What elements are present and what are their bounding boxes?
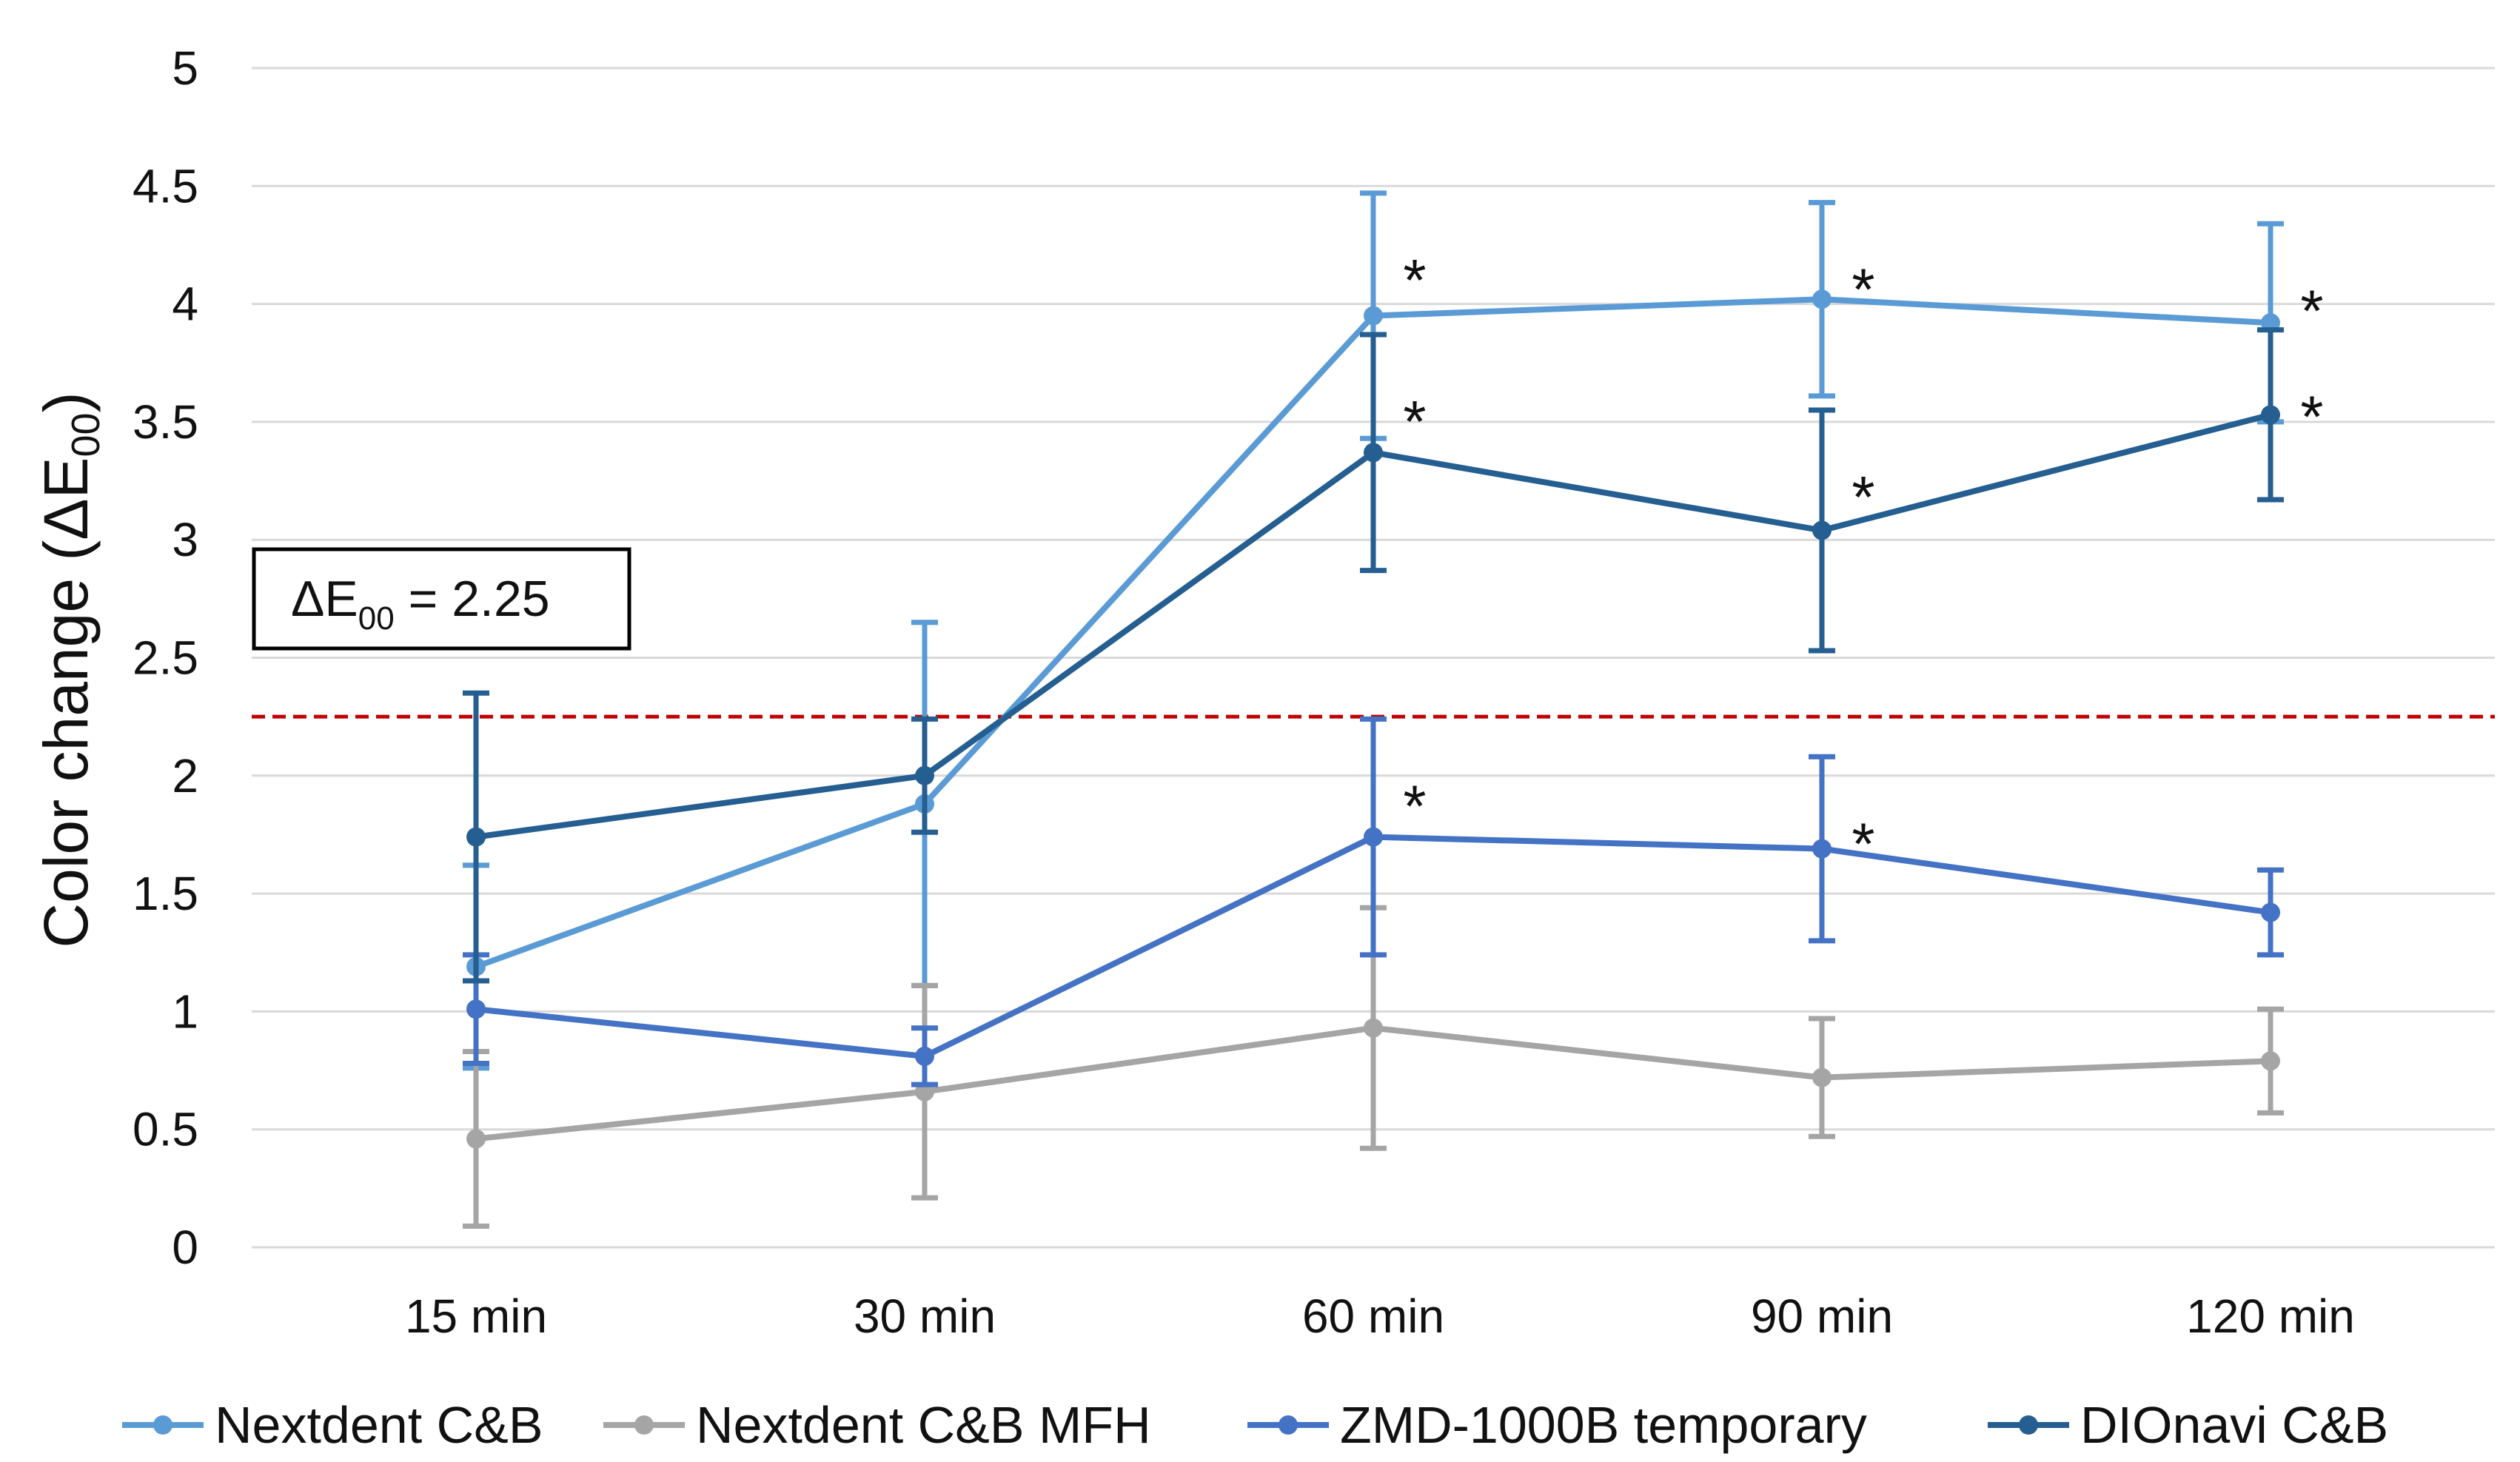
legend-label: Nextdent C&B MFH: [696, 1396, 1151, 1454]
legend-label: Nextdent C&B: [215, 1396, 543, 1454]
legend-label: ZMD-1000B temporary: [1340, 1396, 1867, 1454]
y-tick-label: 1.5: [133, 867, 198, 920]
legend-item: Nextdent C&B: [122, 1396, 543, 1454]
y-tick-label: 0.5: [133, 1103, 198, 1156]
y-axis-label-close: ): [31, 392, 101, 412]
y-tick-label: 1: [172, 985, 198, 1038]
x-tick-label: 90 min: [1751, 1290, 1893, 1343]
y-tick-label: 0: [172, 1221, 198, 1274]
legend-item: ZMD-1000B temporary: [1247, 1396, 1867, 1454]
data-point: [1364, 827, 1383, 847]
data-point: [2261, 902, 2280, 922]
data-point: [915, 1046, 934, 1066]
data-point: [2261, 1051, 2280, 1071]
legend-swatch-marker: [2019, 1415, 2038, 1435]
legend-swatch-marker: [1279, 1415, 1298, 1435]
legend-swatch-marker: [634, 1415, 654, 1435]
legend-swatch-marker: [153, 1415, 172, 1435]
data-point: [1812, 1067, 1832, 1087]
y-axis-label-main: Color change (ΔE: [31, 457, 101, 948]
data-point: [2261, 405, 2280, 425]
data-point: [1364, 306, 1383, 326]
y-tick-label: 4.5: [133, 159, 198, 212]
y-axis-label: Color change (ΔE00): [31, 392, 108, 948]
x-tick-label: 120 min: [2186, 1290, 2355, 1343]
series-layer: * * ******: [463, 190, 2324, 1229]
significance-marker: *: [1852, 811, 1874, 876]
x-tick-label: 30 min: [854, 1290, 996, 1343]
significance-marker: *: [1403, 773, 1426, 839]
data-point: [466, 999, 486, 1019]
y-tick-label: 3.5: [133, 395, 198, 449]
legend-item: Nextdent C&B MFH: [603, 1396, 1151, 1454]
data-point: [915, 765, 934, 785]
significance-marker: *: [1852, 464, 1874, 530]
y-tick-label: 2.5: [133, 631, 198, 685]
significance-marker: *: [2300, 384, 2323, 450]
data-point: [1812, 520, 1832, 540]
series-3: * * *: [463, 327, 2324, 984]
series-0: * * *: [463, 190, 2324, 1071]
y-tick-label: 5: [172, 41, 198, 95]
legend: Nextdent C&B Nextdent C&B MFH ZMD-1000B te…: [122, 1396, 2388, 1454]
y-tick-label: 3: [172, 513, 198, 566]
data-point: [1364, 443, 1383, 463]
data-point: [466, 827, 486, 847]
threshold-label-subscript: 00: [358, 600, 395, 637]
x-tick-label: 60 min: [1302, 1290, 1444, 1343]
y-tick-label: 4: [172, 278, 198, 331]
significance-marker: *: [1403, 247, 1426, 313]
threshold-label-prefix: ΔE: [291, 571, 358, 627]
y-tick-label: 2: [172, 749, 198, 802]
threshold-label-box: ΔE00 = 2.25: [252, 547, 631, 651]
series-2: **: [463, 716, 2284, 1087]
y-axis-ticks: 0 0.5 1 1.5 2 2.5 3 3.5 4 4.5 5: [133, 41, 198, 1274]
data-point: [1364, 1018, 1383, 1038]
y-axis-label-subscript: 00: [64, 412, 108, 457]
data-point: [1812, 839, 1832, 859]
legend-item: DIOnavi C&B: [1988, 1396, 2388, 1454]
legend-label: DIOnavi C&B: [2080, 1396, 2388, 1454]
x-axis-ticks: 15 min 30 min 60 min 90 min 120 min: [405, 1290, 2355, 1343]
threshold-label-frame: [252, 547, 631, 651]
data-point: [1812, 289, 1832, 309]
threshold-label-suffix: = 2.25: [395, 571, 550, 627]
significance-marker: *: [1403, 389, 1426, 455]
data-point: [466, 1129, 486, 1149]
significance-marker: *: [1852, 257, 1874, 323]
significance-marker: *: [2300, 278, 2323, 343]
threshold-label: ΔE00 = 2.25: [291, 571, 550, 637]
x-tick-label: 15 min: [405, 1290, 547, 1343]
